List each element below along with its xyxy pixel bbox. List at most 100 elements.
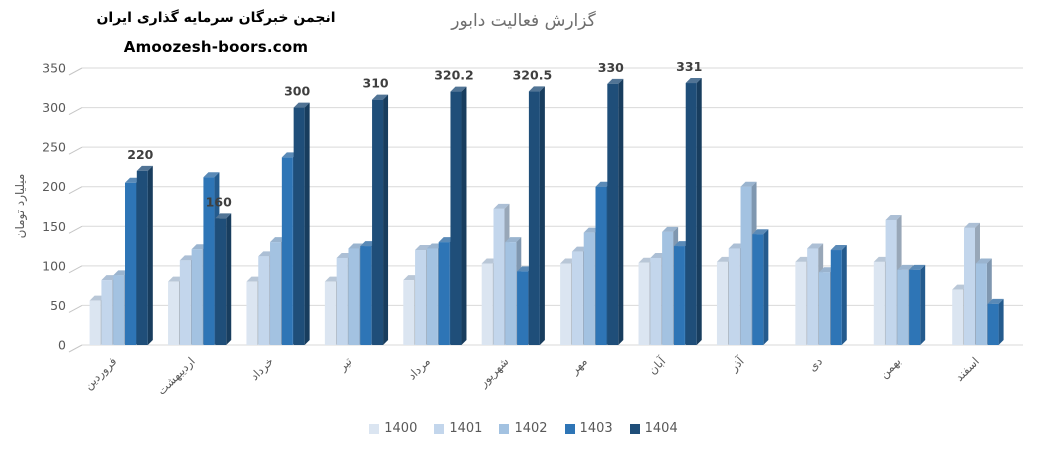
- bar-1403-m11: [909, 269, 921, 345]
- axis-tick-0: [68, 344, 83, 353]
- bar-group-5: [403, 86, 467, 346]
- legend-swatch-1402: [499, 423, 510, 434]
- bar-1402-m3: [270, 242, 282, 345]
- legend-swatch-1400: [369, 423, 380, 434]
- bar-1402-m8: [662, 231, 674, 345]
- bar-group-2: [168, 172, 232, 345]
- bar-1401-m11-top: [885, 214, 902, 220]
- bar-1402-m9-top: [740, 181, 757, 187]
- bar-1404-m8-top: [685, 78, 702, 84]
- axis-tick-50: [68, 304, 83, 313]
- bar-1403-m2: [203, 177, 215, 345]
- bar-1400-m6: [481, 263, 493, 345]
- legend-item-1402: 1402: [499, 421, 548, 436]
- y-tick-label-250: 250: [42, 140, 66, 155]
- bar-group-12: [952, 222, 1004, 345]
- bar-1404-m2: [215, 218, 227, 345]
- bar-1401-m1: [101, 280, 113, 345]
- bar-1404-m7-side: [618, 78, 624, 345]
- bar-1403-m9-side: [763, 229, 769, 345]
- website-text: Amoozesh-boors.com: [123, 38, 309, 56]
- bar-group-8: [638, 78, 702, 345]
- bar-1403-m3: [281, 157, 293, 345]
- bar-group-10: [795, 243, 847, 345]
- bar-1404-m5-top: [450, 86, 467, 92]
- bar-1404-m1-side: [147, 165, 153, 345]
- bar-1404-m6: [528, 91, 540, 346]
- bar-1402-m11-top: [897, 264, 914, 270]
- chart-title: گزارش فعالیت دابور: [451, 11, 596, 31]
- bar-1404-m2-top: [215, 213, 232, 219]
- bar-1403-m12: [987, 303, 999, 345]
- y-tick-label-100: 100: [42, 258, 66, 273]
- bar-1400-m3: [246, 281, 258, 345]
- x-label-6: شهریور: [475, 354, 512, 391]
- bar-group-4: [324, 94, 389, 346]
- bar-1404-m4: [372, 99, 384, 346]
- bar-1403-m2-top: [203, 172, 220, 178]
- bar-1400-m9: [716, 261, 728, 345]
- bar-1402-m1: [113, 275, 125, 345]
- legend-swatch-1403: [564, 423, 575, 434]
- legend-item-1401: 1401: [434, 421, 482, 436]
- bar-1402-m11: [897, 269, 909, 345]
- x-label-3: خرداد: [247, 354, 277, 384]
- x-label-10: دی: [805, 354, 825, 374]
- x-label-9: آذر: [726, 354, 748, 376]
- data-label-1404-m3: 300: [284, 84, 310, 99]
- bar-group-9: [716, 181, 769, 345]
- bar-1404-m3-top: [293, 102, 310, 108]
- data-label-1404-m1: 220: [127, 147, 153, 162]
- axis-tick-150: [68, 225, 83, 234]
- bar-1402-m5: [426, 248, 438, 345]
- bar-1402-m9: [740, 186, 752, 345]
- bar-1403-m10: [830, 250, 842, 345]
- bar-group-1: [89, 165, 153, 345]
- legend-label-1401: 1401: [449, 421, 483, 436]
- bar-1403-m6: [517, 271, 529, 345]
- bar-1404-m3-side: [304, 102, 310, 345]
- data-label-1404-m8: 331: [676, 59, 702, 74]
- bar-1401-m4: [336, 257, 348, 345]
- bar-1403-m10-top: [830, 245, 847, 251]
- bar-group-6: [481, 86, 545, 346]
- axis-tick-300: [68, 107, 83, 116]
- bar-1404-m6-top: [528, 86, 545, 92]
- bar-1400-m11: [873, 261, 885, 345]
- y-tick-label-350: 350: [42, 61, 66, 76]
- bar-1401-m10: [807, 248, 819, 345]
- data-label-1404-m7: 330: [598, 60, 624, 75]
- legend-item-1404: 1404: [629, 421, 678, 436]
- bar-1403-m11-side: [920, 264, 926, 345]
- bar-1400-m7: [560, 263, 572, 345]
- bar-1404-m5-side: [461, 86, 467, 346]
- bar-1402-m8-top: [662, 226, 679, 232]
- legend-item-1400: 1400: [369, 421, 417, 436]
- bar-1401-m11: [885, 219, 897, 345]
- x-label-12: اسفند: [952, 354, 982, 384]
- y-tick-label-200: 200: [42, 179, 66, 194]
- bar-1400-m4: [324, 281, 336, 345]
- bar-1404-m8-side: [696, 78, 702, 345]
- bar-1404-m7-top: [607, 78, 624, 84]
- bar-1402-m6-top: [505, 237, 522, 243]
- legend-label-1400: 1400: [384, 421, 418, 436]
- y-tick-label-0: 0: [58, 338, 66, 353]
- bar-1403-m11-top: [909, 264, 926, 270]
- axis-tick-200: [68, 186, 83, 195]
- bar-1402-m12-top: [975, 258, 992, 264]
- legend-swatch-1401: [434, 423, 445, 434]
- chart-legend: 1400 1401 1402 1403 1404: [0, 421, 1047, 436]
- bar-1404-m4-side: [383, 94, 389, 346]
- data-label-1404-m4: 310: [363, 76, 389, 91]
- bar-1401-m8: [650, 257, 662, 345]
- y-axis-title: میلیارد تومان: [13, 174, 28, 239]
- bar-1403-m9: [752, 234, 764, 345]
- y-tick-label-300: 300: [42, 100, 66, 115]
- bar-1401-m2: [179, 260, 191, 345]
- legend-label-1404: 1404: [644, 421, 678, 436]
- bar-1404-m4-top: [372, 94, 389, 100]
- axis-tick-100: [68, 265, 83, 274]
- legend-label-1403: 1403: [579, 421, 613, 436]
